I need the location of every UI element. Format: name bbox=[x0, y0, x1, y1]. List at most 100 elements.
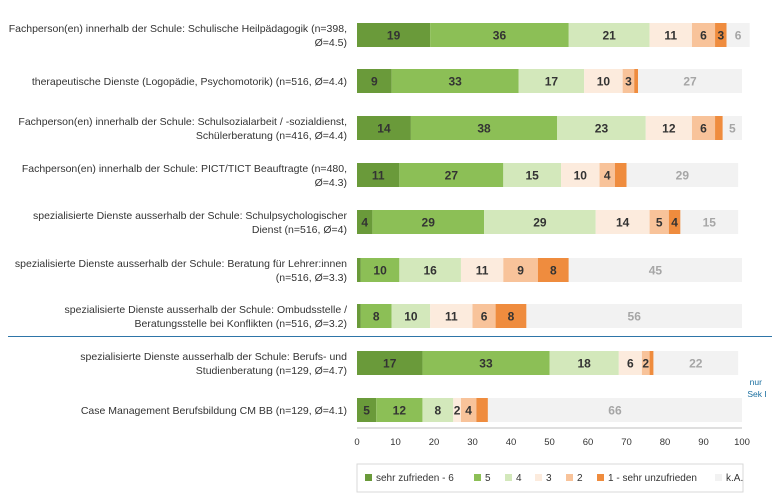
data-label: 10 bbox=[574, 169, 588, 183]
data-label: 11 bbox=[445, 310, 458, 324]
bar-segment bbox=[503, 163, 562, 187]
data-label: 8 bbox=[435, 404, 442, 418]
data-label: 6 bbox=[481, 310, 488, 324]
data-label: 22 bbox=[689, 357, 703, 371]
bar-segment bbox=[410, 116, 558, 140]
data-label: 11 bbox=[664, 29, 677, 43]
sek-annotation-line1: nur bbox=[750, 377, 762, 387]
legend-label: sehr zufrieden - 6 bbox=[376, 473, 454, 484]
legend-swatch bbox=[365, 474, 372, 481]
bar-segment bbox=[472, 304, 496, 328]
category-label-line: spezialisierte Dienste ausserhalb der Sc… bbox=[80, 351, 347, 363]
category-label: Fachperson(en) innerhalb der Schule: Sch… bbox=[9, 23, 347, 49]
bar-segment bbox=[357, 258, 361, 282]
bar-segment bbox=[561, 163, 600, 187]
bar-segment bbox=[391, 304, 431, 328]
data-label: 38 bbox=[477, 122, 491, 136]
data-label: 6 bbox=[700, 122, 707, 136]
data-label: 11 bbox=[372, 169, 385, 183]
data-label: 33 bbox=[448, 75, 462, 89]
data-label: 33 bbox=[479, 357, 493, 371]
data-label: 17 bbox=[383, 357, 397, 371]
category-labels: Fachperson(en) innerhalb der Schule: Sch… bbox=[9, 23, 348, 417]
category-label-line: Ø=4.5) bbox=[315, 37, 347, 49]
bar-segment bbox=[476, 398, 488, 422]
category-label: spezialisierte Dienste ausserhalb der Sc… bbox=[15, 258, 347, 284]
data-label: 8 bbox=[373, 310, 380, 324]
data-label: 6 bbox=[735, 29, 742, 43]
bar-segment bbox=[599, 163, 615, 187]
sek-annotation: nur Sek I bbox=[747, 377, 766, 399]
bar-segment bbox=[649, 351, 654, 375]
category-label-line: (n=516, Ø=3.3) bbox=[276, 272, 347, 284]
data-label: 4 bbox=[604, 169, 611, 183]
data-label: 10 bbox=[597, 75, 611, 89]
legend-label: 3 bbox=[546, 473, 552, 484]
category-label-line: Studienberatung (n=129, Ø=4.7) bbox=[196, 365, 347, 377]
bar-segment bbox=[595, 210, 650, 234]
data-label: 5 bbox=[363, 404, 370, 418]
bar-segment bbox=[680, 210, 739, 234]
bar-segment bbox=[568, 258, 742, 282]
data-label: 21 bbox=[602, 29, 616, 43]
bar-segment bbox=[357, 398, 377, 422]
legend-swatch bbox=[505, 474, 512, 481]
x-tick-label: 90 bbox=[698, 437, 709, 448]
bar-segment bbox=[618, 351, 642, 375]
bar-segment bbox=[634, 69, 639, 93]
data-label: 11 bbox=[476, 264, 489, 278]
data-label: 2 bbox=[454, 404, 461, 418]
bar-segment bbox=[484, 210, 596, 234]
bar-segment bbox=[453, 398, 461, 422]
bar-segment bbox=[430, 304, 473, 328]
data-label: 6 bbox=[700, 29, 707, 43]
data-label: 4 bbox=[361, 216, 368, 230]
bar-segment bbox=[722, 116, 742, 140]
data-label: 12 bbox=[662, 122, 676, 136]
data-label: 3 bbox=[717, 29, 724, 43]
bar-segment bbox=[357, 210, 373, 234]
data-label: 17 bbox=[545, 75, 559, 89]
bar-segment bbox=[357, 351, 423, 375]
legend: sehr zufrieden - 6 5 4 3 2 1 - sehr unzufried… bbox=[356, 463, 744, 493]
x-tick-label: 100 bbox=[734, 437, 750, 448]
category-label-line: Ø=4.3) bbox=[315, 177, 347, 189]
bar-segment bbox=[357, 304, 361, 328]
category-label-line: Case Management Berufsbildung CM BB (n=1… bbox=[81, 405, 347, 417]
data-label: 14 bbox=[616, 216, 630, 230]
bar-segment bbox=[715, 116, 723, 140]
data-label: 14 bbox=[377, 122, 391, 136]
data-label: 5 bbox=[729, 122, 736, 136]
legend-label: k.A. bbox=[726, 473, 743, 484]
bar-segment bbox=[638, 69, 742, 93]
legend-label: 2 bbox=[577, 473, 583, 484]
data-label: 29 bbox=[422, 216, 436, 230]
legend-swatch bbox=[597, 474, 604, 481]
x-tick-label: 40 bbox=[506, 437, 517, 448]
bar-segment bbox=[649, 210, 669, 234]
bar-segment bbox=[641, 351, 650, 375]
data-label: 10 bbox=[373, 264, 387, 278]
bar-segment bbox=[357, 23, 431, 47]
data-label: 8 bbox=[550, 264, 557, 278]
bar-segment bbox=[357, 69, 392, 93]
data-label: 12 bbox=[393, 404, 407, 418]
bar-segment bbox=[460, 398, 477, 422]
data-label: 45 bbox=[649, 264, 663, 278]
data-label: 27 bbox=[445, 169, 459, 183]
bar-segment bbox=[360, 304, 392, 328]
category-label-line: Fachperson(en) innerhalb der Schule: Sch… bbox=[18, 116, 347, 128]
data-label: 23 bbox=[595, 122, 609, 136]
legend-box bbox=[356, 463, 744, 493]
bar-segment bbox=[549, 351, 619, 375]
legend-label: 1 - sehr unzufrieden bbox=[608, 473, 697, 484]
bar-segment bbox=[422, 398, 454, 422]
bar-segment bbox=[526, 304, 742, 328]
legend-swatch bbox=[535, 474, 542, 481]
bar-segment bbox=[726, 23, 750, 47]
data-label: 27 bbox=[683, 75, 697, 89]
bar-segment bbox=[391, 69, 519, 93]
category-label-line: Schülerberatung (n=416, Ø=4.4) bbox=[196, 130, 347, 142]
